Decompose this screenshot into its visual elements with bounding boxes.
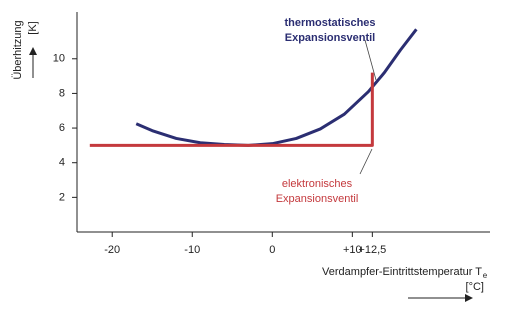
series-line [89,72,374,147]
y-tick-label: 2 [59,191,65,203]
leader-line [359,148,373,175]
x-tick-label: +12,5 [358,244,386,256]
x-tick-label: +10 [343,244,362,256]
annotation: Expansionsventil [285,32,375,44]
y-tick-label: 8 [59,87,65,99]
x-label: Verdampfer-Eintrittstemperatur T [322,266,482,278]
x-tick-label: -10 [184,244,200,256]
annotation: Expansionsventil [276,193,359,205]
annotation: thermostatisches [284,17,375,29]
annotation: elektronisches [282,178,353,190]
x-unit: [°C] [466,281,484,293]
y-tick-label: 4 [59,157,65,169]
y-tick-label: 6 [59,122,65,134]
x-label-subscript: e [483,271,488,280]
x-tick-label: 0 [269,244,275,256]
y-unit: [K] [27,21,39,34]
x-tick-label: -20 [104,244,120,256]
series-line [135,28,418,147]
y-label: Überhitzung [12,20,24,79]
y-tick-label: 10 [53,53,65,65]
leader-line [364,39,377,81]
